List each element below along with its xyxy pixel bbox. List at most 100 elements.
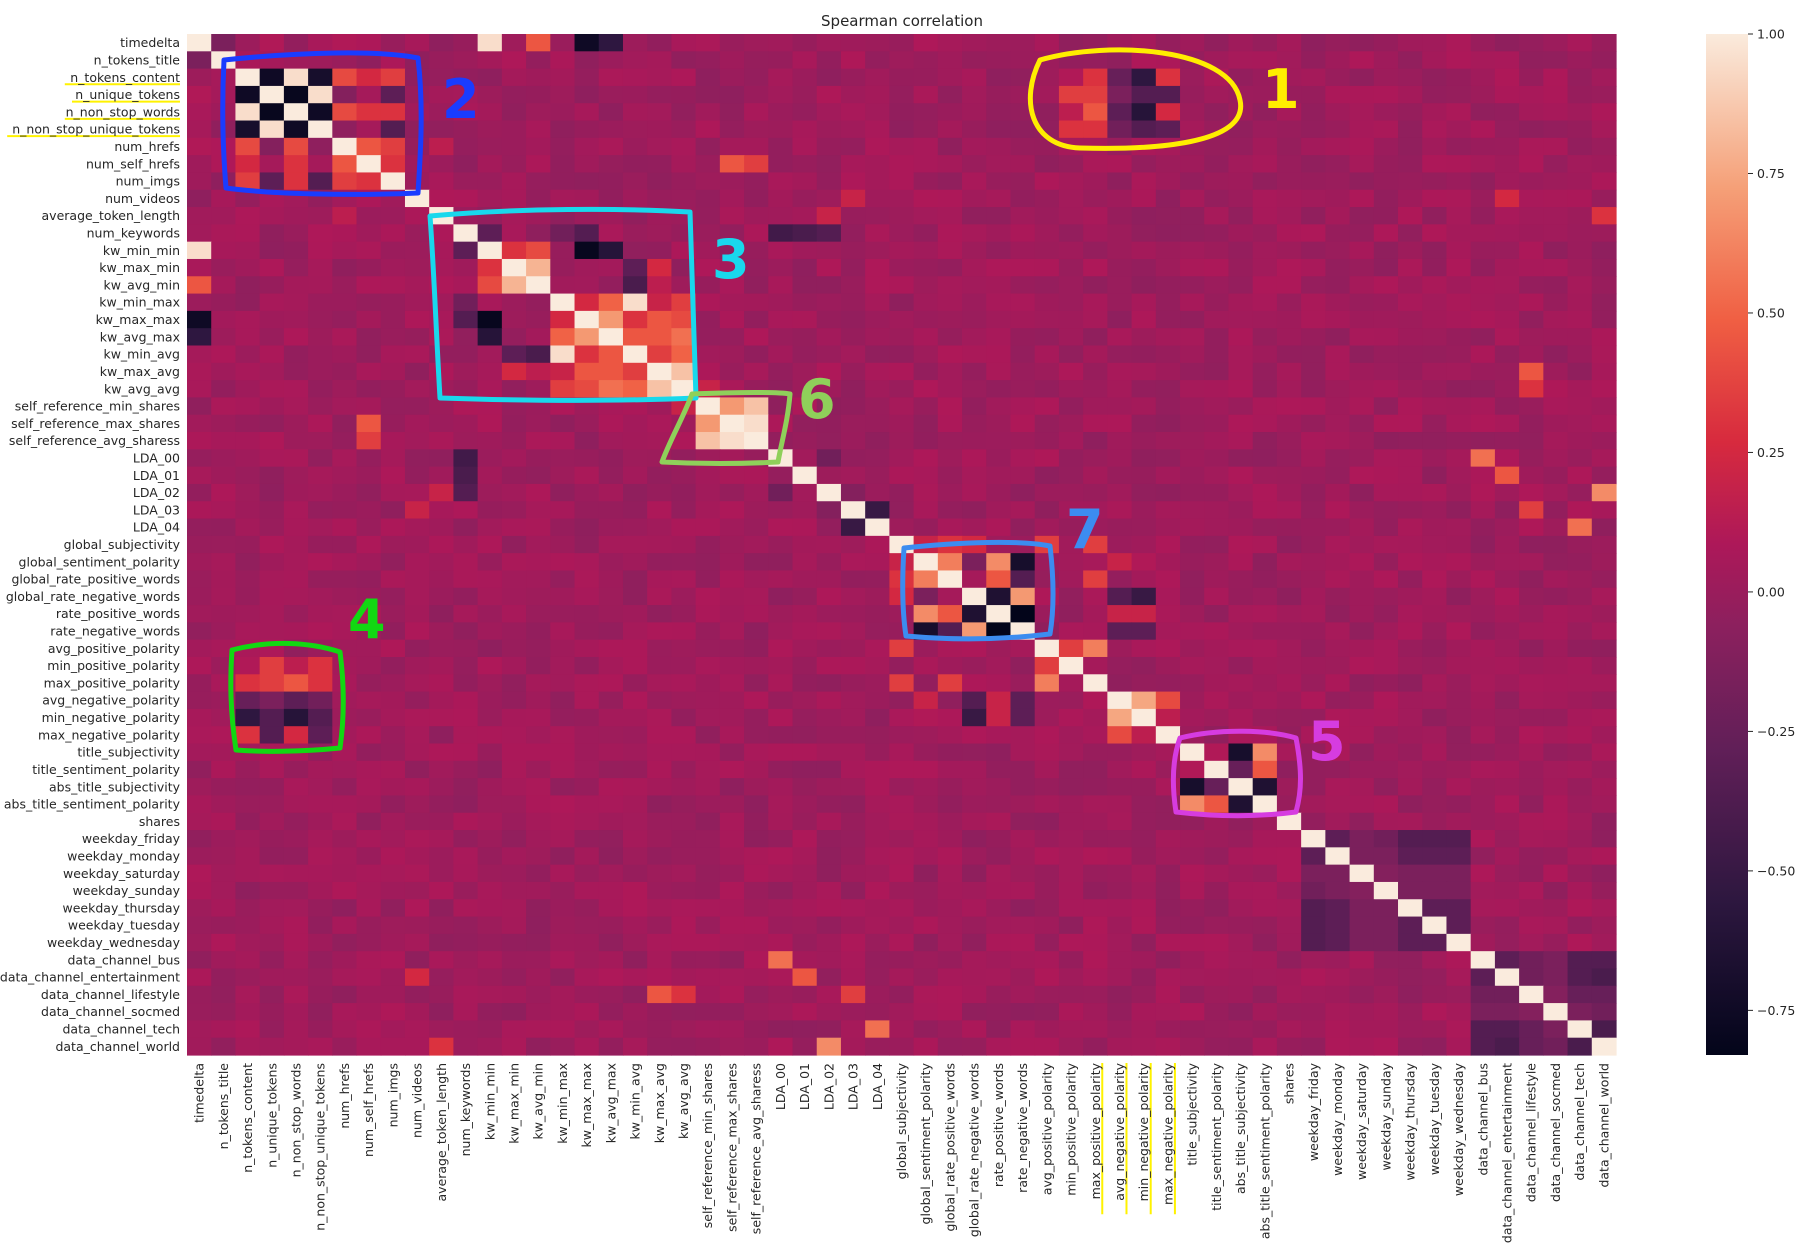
heatmap-cell — [1325, 951, 1351, 970]
heatmap-cell — [816, 535, 842, 554]
heatmap-cell — [1301, 605, 1326, 623]
heatmap-cell — [1010, 587, 1036, 606]
heatmap-cell — [1204, 483, 1230, 502]
heatmap-cell — [986, 864, 1012, 883]
heatmap-cell — [283, 622, 309, 641]
heatmap-cell — [1349, 51, 1375, 70]
heatmap-cell — [1010, 483, 1036, 502]
heatmap-cell — [308, 310, 333, 329]
colorbar-tick-label: 0.50 — [1757, 305, 1785, 320]
heatmap-cell — [429, 881, 455, 900]
heatmap-cell — [913, 120, 939, 139]
heatmap-cell — [1494, 241, 1520, 260]
heatmap-cell — [1252, 1003, 1278, 1021]
heatmap-cell — [1349, 743, 1375, 762]
heatmap-cell — [1543, 380, 1569, 399]
heatmap-cell — [1519, 189, 1544, 208]
heatmap-cell — [1567, 34, 1593, 52]
heatmap-cell — [647, 864, 673, 883]
heatmap-cell — [1180, 605, 1205, 623]
heatmap-cell — [1543, 328, 1569, 347]
heatmap-cell — [1131, 68, 1157, 87]
heatmap-cell — [550, 362, 576, 381]
heatmap-cell — [1131, 362, 1157, 381]
heatmap-cell — [695, 1037, 721, 1056]
heatmap-cell — [695, 103, 721, 122]
heatmap-cell — [840, 501, 866, 520]
heatmap-cell — [1252, 1020, 1278, 1039]
heatmap-cell — [404, 864, 430, 883]
heatmap-cell — [1155, 708, 1181, 727]
heatmap-cell — [744, 85, 769, 104]
heatmap-cell — [259, 985, 285, 1004]
heatmap-cell — [283, 812, 309, 831]
heatmap-cell — [1325, 605, 1351, 623]
heatmap-cell — [1567, 397, 1593, 416]
heatmap-cell — [1519, 812, 1544, 831]
heatmap-cell — [1058, 1003, 1084, 1021]
heatmap-cell — [744, 691, 769, 710]
heatmap-cell — [308, 120, 333, 139]
heatmap-cell — [1398, 985, 1423, 1004]
heatmap-cell — [1543, 916, 1569, 935]
heatmap-cell — [526, 449, 551, 468]
heatmap-cell — [671, 1037, 697, 1056]
heatmap-cell — [1373, 535, 1399, 554]
heatmap-cell — [1470, 985, 1496, 1004]
heatmap-cell — [1519, 51, 1544, 70]
heatmap-cell — [187, 258, 212, 277]
heatmap-cell — [598, 864, 624, 883]
heatmap-cell — [647, 432, 673, 450]
heatmap-cell — [913, 432, 939, 450]
heatmap-cell — [453, 968, 479, 987]
heatmap-cell — [1494, 155, 1520, 174]
heatmap-cell — [1204, 656, 1230, 675]
heatmap-cell — [1519, 328, 1544, 347]
heatmap-cell — [1107, 916, 1133, 935]
heatmap-cell — [1543, 760, 1569, 779]
heatmap-cell — [1228, 207, 1254, 225]
heatmap-cell — [865, 51, 890, 70]
heatmap-cell — [865, 864, 890, 883]
heatmap-cell — [1446, 1020, 1472, 1039]
heatmap-cell — [574, 310, 600, 329]
heatmap-cell — [574, 1020, 600, 1039]
heatmap-cell — [1155, 691, 1181, 710]
x-tick-label: LDA_03 — [846, 1063, 861, 1110]
heatmap-cell — [1010, 414, 1036, 433]
heatmap-cell — [429, 397, 455, 416]
heatmap-cell — [1422, 864, 1448, 883]
heatmap-cell — [429, 120, 455, 139]
heatmap-cell — [380, 708, 406, 727]
heatmap-cell — [1519, 310, 1544, 329]
heatmap-cell — [865, 1003, 890, 1021]
heatmap-cell — [1107, 570, 1133, 589]
heatmap-cell — [1204, 951, 1230, 970]
heatmap-cell — [1446, 276, 1472, 295]
heatmap-cell — [356, 795, 382, 814]
heatmap-cell — [744, 899, 769, 918]
heatmap-cell — [1567, 535, 1593, 554]
heatmap-cell — [913, 276, 939, 295]
heatmap-cell — [1058, 864, 1084, 883]
heatmap-cell — [429, 743, 455, 762]
heatmap-cell — [1180, 899, 1205, 918]
heatmap-cell — [840, 276, 866, 295]
heatmap-cell — [1131, 1020, 1157, 1039]
heatmap-cell — [1107, 812, 1133, 831]
heatmap-cell — [840, 310, 866, 329]
heatmap-cell — [792, 778, 818, 797]
heatmap-cell — [937, 258, 963, 277]
heatmap-cell — [889, 68, 915, 87]
heatmap-cell — [1470, 397, 1496, 416]
heatmap-cell — [889, 51, 915, 70]
heatmap-cell — [1591, 535, 1617, 554]
heatmap-cell — [1131, 85, 1157, 104]
heatmap-cell — [1422, 85, 1448, 104]
heatmap-cell — [1155, 726, 1181, 745]
heatmap-cell — [1276, 708, 1302, 727]
heatmap-cell — [380, 587, 406, 606]
heatmap-cell — [259, 1020, 285, 1039]
heatmap-cell — [1058, 726, 1084, 745]
heatmap-cell — [574, 518, 600, 537]
